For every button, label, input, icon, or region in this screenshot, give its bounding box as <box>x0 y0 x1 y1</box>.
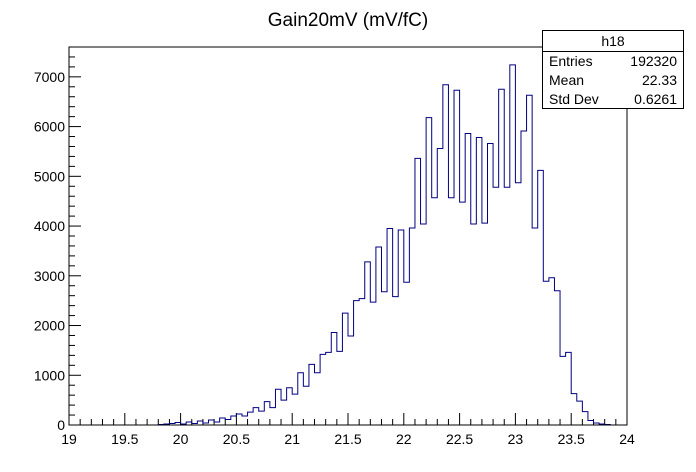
y-tick-label: 7000 <box>34 69 65 85</box>
x-axis <box>68 413 628 425</box>
stats-row-mean: Mean 22.33 <box>543 71 683 90</box>
x-tick-label: 22.5 <box>446 431 473 447</box>
x-tick-label: 23 <box>508 431 524 447</box>
stats-std-value: 0.6261 <box>634 91 677 107</box>
stats-title: h18 <box>543 31 683 52</box>
y-tick-labels: 0 1000 2000 3000 4000 5000 6000 7000 <box>34 69 65 433</box>
x-tick-labels: 19 19.5 20 20.5 21 21.5 22 22.5 23 23.5 24 <box>61 431 635 447</box>
x-tick-label: 21 <box>284 431 300 447</box>
x-tick-label: 20 <box>173 431 189 447</box>
y-tick-label: 4000 <box>34 218 65 234</box>
x-tick-label: 24 <box>619 431 635 447</box>
x-tick-label: 19 <box>61 431 77 447</box>
x-tick-label: 20.5 <box>223 431 250 447</box>
x-tick-label: 23.5 <box>558 431 585 447</box>
stats-entries-value: 192320 <box>630 53 677 69</box>
x-tick-label: 21.5 <box>334 431 361 447</box>
y-tick-label: 2000 <box>34 318 65 334</box>
stats-entries-label: Entries <box>549 53 593 69</box>
x-tick-label: 19.5 <box>111 431 138 447</box>
stats-std-label: Std Dev <box>549 91 599 107</box>
y-axis <box>69 46 81 426</box>
plot-frame <box>68 46 628 426</box>
stats-mean-label: Mean <box>549 72 585 88</box>
stats-row-std: Std Dev 0.6261 <box>543 90 683 109</box>
y-tick-label: 3000 <box>34 268 65 284</box>
stats-row-entries: Entries 192320 <box>543 52 683 71</box>
chart-title: Gain20mV (mV/fC) <box>268 10 428 31</box>
x-tick-label: 22 <box>396 431 412 447</box>
y-tick-label: 1000 <box>34 367 65 383</box>
y-tick-label: 6000 <box>34 119 65 135</box>
y-tick-label: 0 <box>57 417 65 433</box>
stats-box: h18 Entries 192320 Mean 22.33 Std Dev 0.… <box>542 30 684 109</box>
y-tick-label: 5000 <box>34 168 65 184</box>
stats-mean-value: 22.33 <box>641 72 677 88</box>
histogram-outline <box>69 64 627 426</box>
